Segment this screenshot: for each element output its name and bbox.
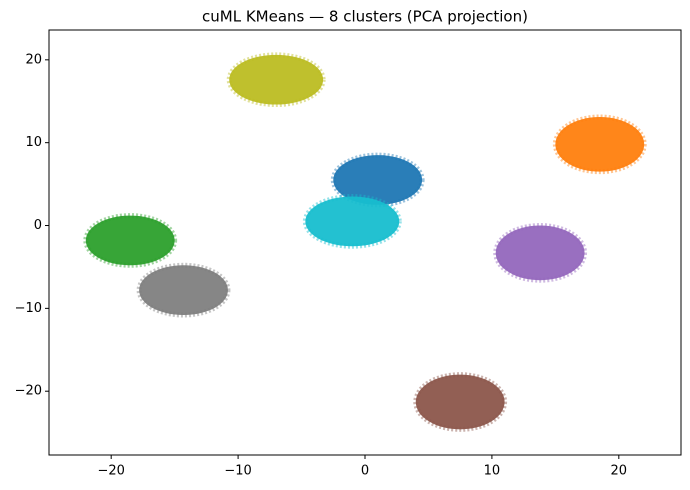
cluster [552,114,647,175]
x-tick-label: −20 [97,464,124,479]
y-tick-label: −20 [15,384,42,399]
cluster [413,372,508,432]
x-tick-label: 0 [361,464,369,479]
cluster [330,152,425,208]
chart-title: cuML KMeans — 8 clusters (PCA projection… [202,8,528,26]
cluster [302,194,402,249]
x-tick-label: −10 [224,464,251,479]
x-tick-label: 10 [484,464,501,479]
x-tick-label: 20 [611,464,628,479]
y-tick-label: −10 [15,301,42,316]
cluster [83,213,178,268]
cluster [136,262,231,318]
y-tick-label: 0 [34,218,42,233]
y-tick-label: 20 [25,52,42,67]
y-tick-label: 10 [25,135,42,150]
cluster [226,52,326,108]
cluster [493,223,588,283]
